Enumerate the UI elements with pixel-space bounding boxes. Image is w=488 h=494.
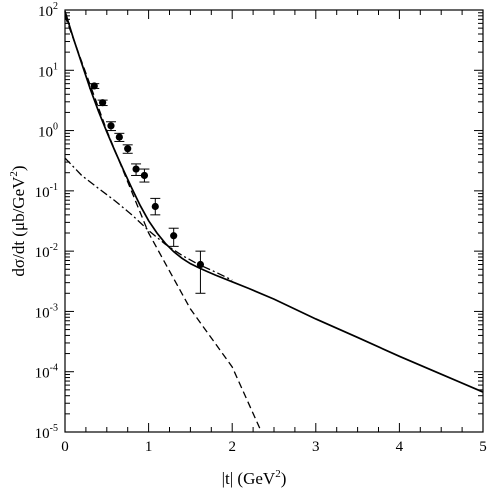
y-tick-base: 10 <box>35 245 50 261</box>
y-tick-exponent: -4 <box>50 363 58 374</box>
y-tick-base: 10 <box>38 4 53 20</box>
curve-dashed <box>64 15 263 433</box>
data-points <box>89 82 206 294</box>
y-tick-label: 10-2 <box>35 242 58 261</box>
y-tick-exponent: 1 <box>53 61 58 72</box>
y-tick-base: 10 <box>35 426 50 442</box>
y-tick-base: 10 <box>38 125 53 141</box>
y-axis-label-sup: 2 <box>8 171 20 177</box>
x-tick-label: 0 <box>61 439 69 455</box>
data-point <box>140 171 149 180</box>
data-point <box>151 202 159 211</box>
y-tick-base: 10 <box>38 64 53 80</box>
y-axis-label-text: dσ/dt (μb/GeV <box>9 176 28 277</box>
x-axis-label: |t| (GeV2) <box>222 468 287 488</box>
y-tick-label: 100 <box>38 122 58 141</box>
y-tick-base: 10 <box>35 366 50 382</box>
x-tick-label: 1 <box>145 439 153 455</box>
y-tick-exponent: -1 <box>50 182 58 193</box>
x-axis-label-close: ) <box>281 469 287 488</box>
y-tick-label: 101 <box>38 61 58 80</box>
x-axis-label-sup: 2 <box>275 468 281 480</box>
y-tick-exponent: 0 <box>53 122 58 133</box>
plot-frame <box>64 9 484 433</box>
y-tick-base: 10 <box>35 185 50 201</box>
data-point <box>90 82 98 90</box>
curve-solid <box>64 11 484 393</box>
x-tick-label: 4 <box>396 439 404 455</box>
y-tick-label: 102 <box>38 1 58 20</box>
theory-curves <box>64 11 484 433</box>
x-tick-label: 5 <box>479 439 487 455</box>
x-tick-label: 2 <box>228 439 236 455</box>
y-tick-exponent: -3 <box>50 302 58 313</box>
x-axis-label-text: |t| (GeV <box>222 469 276 488</box>
curve-dashdot <box>64 157 233 281</box>
y-tick-base: 10 <box>35 305 50 321</box>
data-point <box>124 145 132 153</box>
x-tick-labels: 0 1 2 3 4 5 <box>61 439 487 455</box>
data-point <box>196 260 205 269</box>
y-tick-exponent: -2 <box>50 242 58 253</box>
y-tick-label: 10-3 <box>35 302 58 321</box>
y-tick-label: 10-1 <box>35 182 58 201</box>
y-tick-label: 10-4 <box>35 363 58 382</box>
y-tick-label: 10-5 <box>35 423 58 442</box>
data-point <box>170 232 178 240</box>
y-axis-label: dσ/dt (μb/GeV2) <box>8 165 28 276</box>
y-axis-label-close: ) <box>9 165 28 171</box>
data-point <box>115 133 123 141</box>
y-tick-exponent: 2 <box>53 1 58 12</box>
x-tick-label: 3 <box>312 439 320 455</box>
y-tick-exponent: -5 <box>50 423 58 434</box>
axis-ticks <box>64 9 484 433</box>
data-point <box>132 165 140 173</box>
data-point <box>99 99 107 107</box>
data-point <box>107 122 115 130</box>
